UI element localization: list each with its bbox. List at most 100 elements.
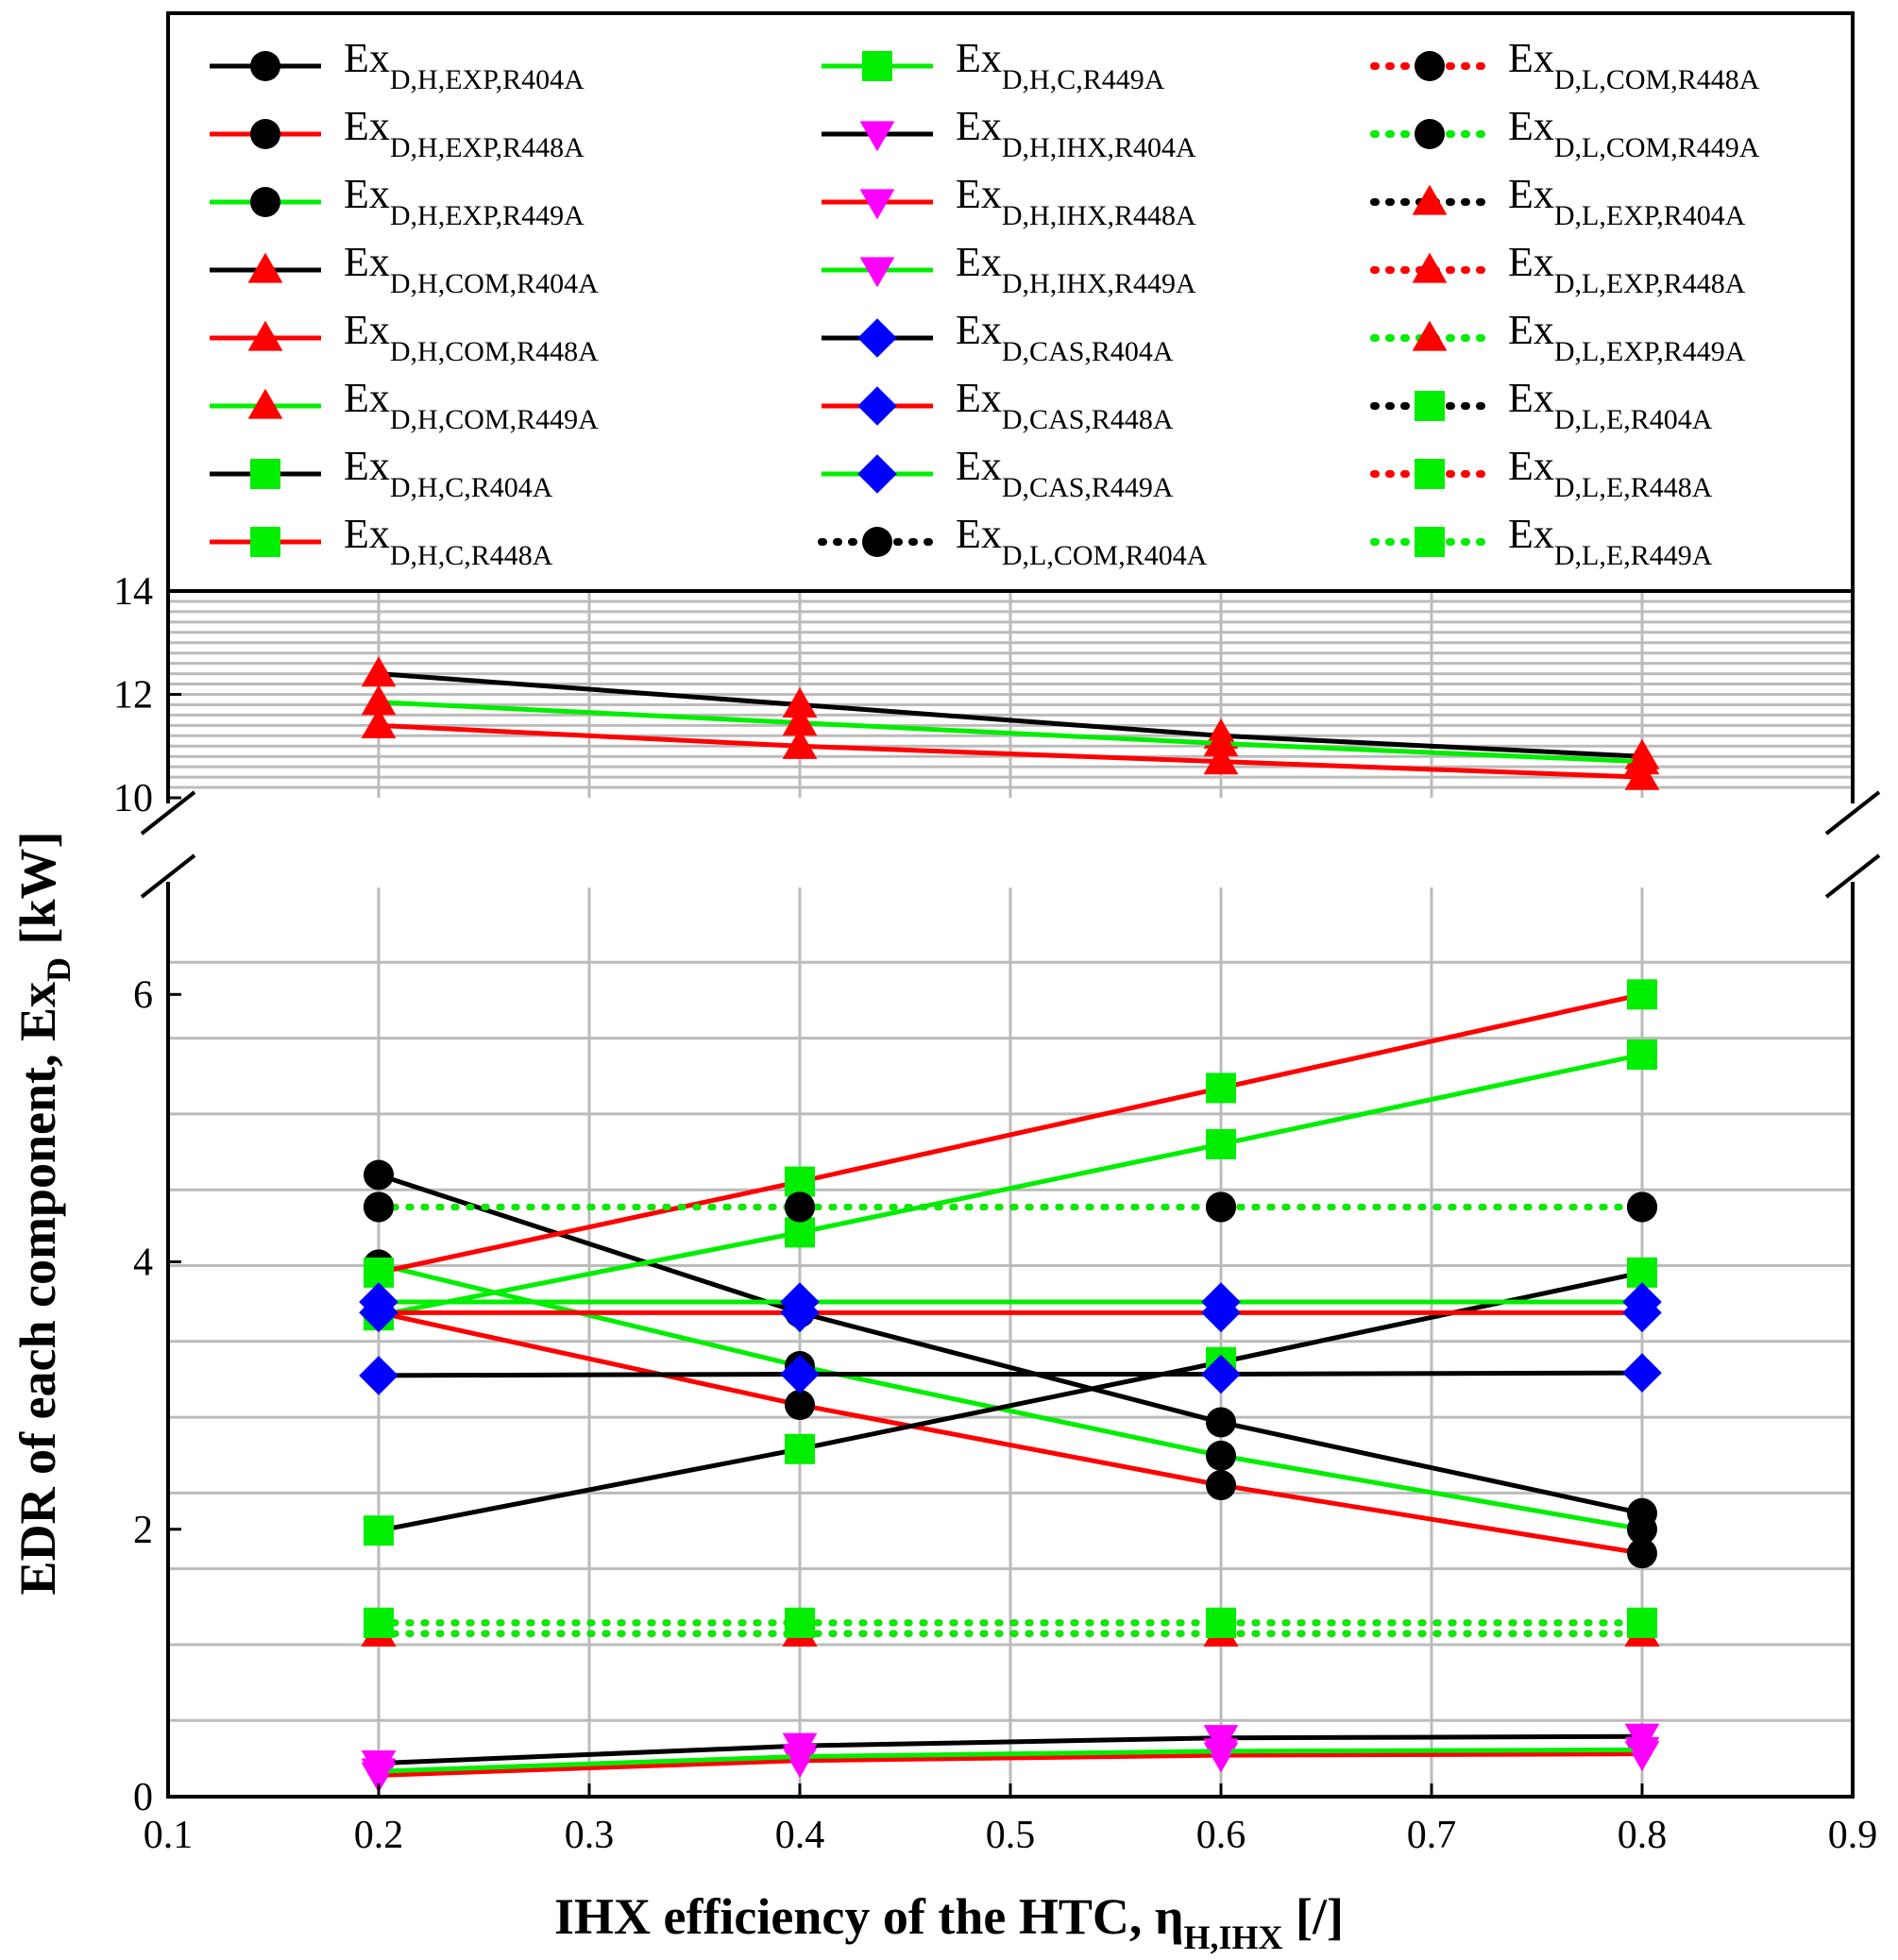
series-line xyxy=(378,991,1643,1276)
break-mark xyxy=(140,853,196,899)
data-point xyxy=(785,1390,815,1421)
series-line xyxy=(378,700,1643,765)
legend-entry: ExD,CAS,R448A xyxy=(822,375,1174,435)
data-point xyxy=(1206,1440,1236,1471)
series-line xyxy=(378,1309,1643,1556)
data-point xyxy=(361,1758,397,1789)
legend-label: ExD,L,E,R448A xyxy=(1508,443,1713,503)
data-point xyxy=(1624,1736,1660,1767)
axis-break-left xyxy=(162,803,174,882)
data-point xyxy=(1201,1282,1241,1322)
legend-entry: ExD,H,COM,R448A xyxy=(210,307,599,367)
plot-frame xyxy=(140,11,1881,1799)
legend-label: ExD,L,COM,R448A xyxy=(1508,35,1760,95)
legend-marker xyxy=(859,257,895,288)
legend-entry: ExD,H,IHX,R404A xyxy=(822,103,1196,163)
axis-break-right xyxy=(1847,803,1858,882)
series-line xyxy=(378,1173,1643,1516)
data-point xyxy=(1624,759,1660,790)
series-d-cas-r449a xyxy=(359,1282,1662,1322)
series-d-cas-r404a xyxy=(359,1353,1662,1395)
legend-entry: ExD,H,IHX,R448A xyxy=(822,171,1196,231)
x-tick-label: 0.4 xyxy=(775,1814,825,1857)
legend-entry: ExD,L,E,R404A xyxy=(1370,375,1713,435)
series-d-l-com-r449a xyxy=(364,1191,1657,1223)
legend-entry: ExD,H,EXP,R449A xyxy=(210,171,585,231)
data-point xyxy=(782,1743,818,1774)
series-d-h-c-r404a xyxy=(364,1257,1657,1546)
legend-marker xyxy=(1415,391,1445,421)
grid xyxy=(164,13,1856,1797)
legend-marker xyxy=(1412,320,1448,351)
legend-label: ExD,H,C,R449A xyxy=(956,35,1165,95)
data-point xyxy=(1627,979,1657,1010)
legend-entry: ExD,H,IHX,R449A xyxy=(822,239,1196,299)
legend-entry: ExD,L,COM,R404A xyxy=(818,511,1208,571)
data-point xyxy=(782,687,818,718)
series-d-h-com-r448a xyxy=(361,707,1660,790)
y-tick-label: 10 xyxy=(113,777,153,820)
x-tick-label: 0.5 xyxy=(986,1814,1036,1857)
legend-label: ExD,H,IHX,R449A xyxy=(956,239,1196,299)
data-point xyxy=(1203,1738,1239,1769)
data-point xyxy=(364,1159,394,1191)
legend-label: ExD,H,COM,R448A xyxy=(344,307,599,367)
series-line xyxy=(378,1261,1643,1532)
data-point xyxy=(780,1282,820,1322)
legend-label: ExD,H,EXP,R448A xyxy=(344,103,585,163)
legend-marker xyxy=(247,252,283,283)
legend-marker xyxy=(247,388,283,419)
legend-entry: ExD,L,COM,R448A xyxy=(1370,35,1760,95)
x-tick-label: 0.6 xyxy=(1196,1814,1246,1857)
data-point xyxy=(1622,1282,1662,1322)
series-line xyxy=(378,1733,1643,1766)
data-point xyxy=(359,1282,398,1322)
legend: ExD,H,EXP,R404A ExD,H,EXP,R448A ExD,H,EXP,… xyxy=(210,35,1760,571)
legend-label: ExD,H,IHX,R404A xyxy=(956,103,1196,163)
legend-entry: ExD,H,C,R449A xyxy=(822,35,1165,95)
data-point xyxy=(785,1433,815,1464)
legend-label: ExD,H,EXP,R449A xyxy=(344,171,585,231)
series-line xyxy=(378,1747,1643,1774)
data-point xyxy=(782,705,818,736)
legend-entry: ExD,L,E,R449A xyxy=(1370,511,1713,571)
legend-entry: ExD,H,COM,R404A xyxy=(210,239,599,299)
legend-marker xyxy=(859,189,895,220)
legend-entry: ExD,H,C,R448A xyxy=(210,511,553,571)
legend-entry: ExD,CAS,R449A xyxy=(822,443,1174,503)
legend-marker xyxy=(859,121,895,152)
legend-entry: ExD,L,E,R448A xyxy=(1370,443,1713,503)
data-point xyxy=(1206,1607,1236,1638)
legend-entry: ExD,L,COM,R449A xyxy=(1370,103,1760,163)
legend-label: ExD,L,COM,R449A xyxy=(1508,103,1760,163)
data-point xyxy=(1627,1039,1657,1071)
data-point xyxy=(1627,1191,1657,1223)
series-line xyxy=(378,1751,1643,1778)
legend-marker xyxy=(1415,119,1445,149)
legend-entry: ExD,H,EXP,R404A xyxy=(210,35,585,95)
legend-entry: ExD,L,EXP,R404A xyxy=(1370,171,1746,231)
series-line xyxy=(378,671,1643,759)
plot-series xyxy=(359,656,1662,1793)
legend-marker xyxy=(862,51,892,81)
legend-label: ExD,H,C,R448A xyxy=(344,511,553,571)
data-point xyxy=(361,656,397,687)
series-line xyxy=(378,1370,1643,1378)
legend-marker xyxy=(862,527,892,557)
data-point xyxy=(1206,1191,1236,1223)
legend-marker xyxy=(1412,252,1448,283)
x-tick-label: 0.3 xyxy=(565,1814,615,1857)
legend-entry: ExD,H,COM,R449A xyxy=(210,375,599,435)
series-line xyxy=(378,1270,1643,1533)
legend-label: ExD,L,E,R449A xyxy=(1508,511,1713,571)
y-tick-label: 6 xyxy=(133,973,153,1017)
x-tick-label: 0.1 xyxy=(144,1814,194,1857)
legend-marker xyxy=(857,318,897,358)
data-point xyxy=(1627,1538,1657,1569)
legend-entry: ExD,CAS,R404A xyxy=(822,307,1174,367)
data-point xyxy=(1206,1407,1236,1438)
legend-label: ExD,L,EXP,R449A xyxy=(1508,307,1746,367)
data-point xyxy=(785,1217,815,1248)
data-point xyxy=(364,1191,394,1223)
